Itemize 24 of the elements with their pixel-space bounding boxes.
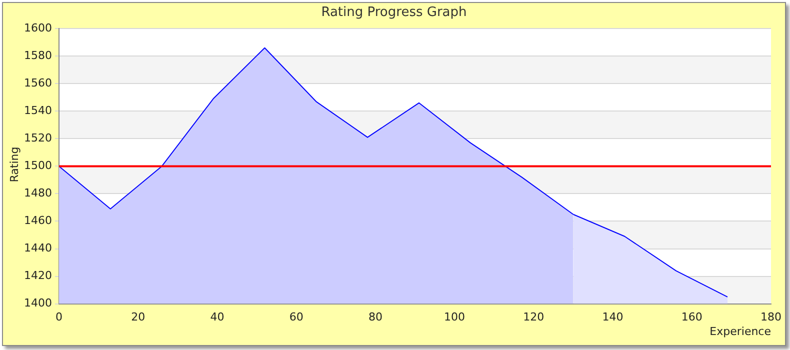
y-tick-label: 1400 [24, 296, 52, 310]
x-tick-label: 0 [55, 310, 62, 324]
y-tick-label: 1440 [24, 242, 52, 255]
x-tick-label: 20 [131, 310, 146, 324]
chart-title: Rating Progress Graph [320, 5, 468, 20]
x-axis-title: Experience [710, 325, 771, 338]
y-tick-label: 1600 [24, 21, 52, 34]
y-tick-label: 1500 [24, 159, 52, 172]
y-tick-label: 1480 [24, 186, 52, 200]
y-tick-label: 1460 [24, 214, 52, 228]
x-tick-label: 60 [289, 310, 304, 324]
x-tick-label: 80 [368, 310, 382, 324]
x-tick-label: 180 [760, 310, 782, 324]
y-tick-label: 1560 [24, 76, 52, 90]
x-tick-label: 100 [444, 310, 466, 324]
x-tick-label: 140 [602, 310, 624, 324]
x-tick-label: 160 [681, 310, 702, 324]
x-tick-label: 40 [210, 310, 224, 324]
y-axis-title: Rating [8, 146, 22, 182]
y-tick-label: 1580 [24, 48, 52, 62]
x-tick-label: 120 [523, 310, 544, 324]
y-tick-label: 1540 [24, 104, 52, 118]
y-tick-label: 1420 [24, 269, 52, 282]
y-tick-label: 1520 [24, 132, 52, 145]
